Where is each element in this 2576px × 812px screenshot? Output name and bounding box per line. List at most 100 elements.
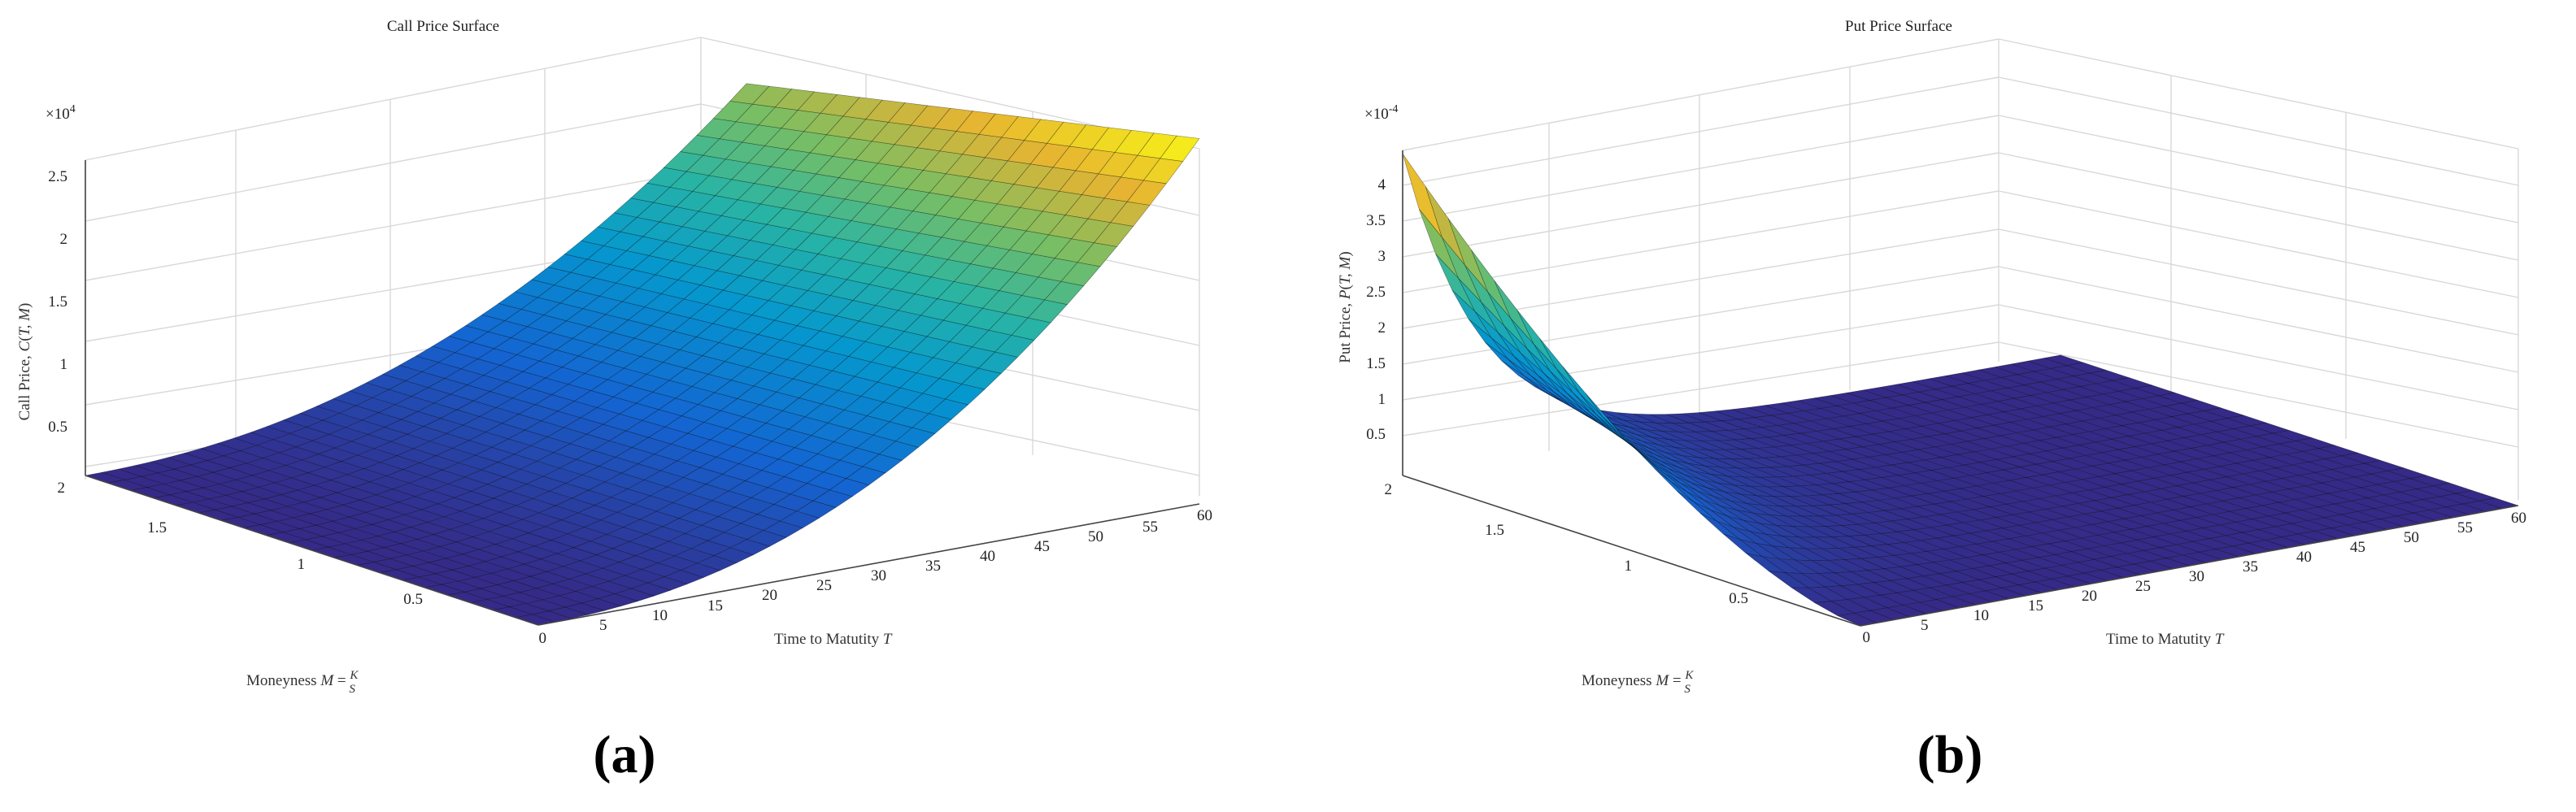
surface-patch	[2155, 416, 2195, 428]
x-tick-label: 15	[707, 597, 723, 614]
z-tick-label: 2	[60, 231, 68, 248]
x-tick-label: 35	[925, 558, 941, 575]
surface-patch	[468, 561, 509, 574]
surface-patch	[2180, 458, 2221, 470]
surface-patch	[953, 263, 994, 287]
z-axis-label: Call Price, C(T, M)	[16, 303, 33, 421]
surface-patch	[1539, 338, 1580, 393]
surface-patch	[972, 329, 1012, 353]
surface-patch	[886, 250, 926, 273]
surface-patch	[1608, 419, 1648, 462]
surface-patch	[630, 582, 672, 597]
surface-patch	[965, 307, 1006, 331]
surface-patch	[839, 447, 880, 467]
surface-patch	[825, 336, 866, 357]
y-tick-label: 1	[298, 556, 306, 573]
surface-patch	[2134, 443, 2174, 455]
surface-patch	[891, 271, 932, 295]
surface-patch	[898, 293, 938, 316]
surface-patch	[140, 472, 181, 484]
surface-patch	[2040, 379, 2080, 390]
surface-patch	[807, 274, 848, 296]
surface-patch	[1891, 462, 1931, 474]
surface-patch	[200, 443, 242, 457]
surface-patch	[2088, 486, 2128, 498]
surface-patch	[938, 363, 979, 384]
surface-patch	[1773, 445, 1813, 456]
z-tick-label: 1.5	[1366, 355, 1386, 372]
z-exponent-label: ×10-4	[1364, 103, 1398, 123]
surface-patch	[1747, 457, 1787, 468]
surface-patch	[2200, 431, 2240, 443]
surface-patch	[1947, 406, 1988, 419]
surface-patch	[1843, 413, 1883, 424]
surface-patch	[906, 170, 946, 193]
surface-patch	[1021, 276, 1062, 301]
x-tick-label: 55	[2457, 519, 2473, 536]
surface-patch	[758, 106, 798, 129]
surface-patch	[1802, 515, 1843, 527]
surface-patch	[620, 463, 662, 480]
x-tick-label: 25	[2135, 578, 2151, 595]
surface-patch	[678, 509, 720, 526]
surface-patch	[686, 422, 728, 441]
surface-patch	[603, 231, 644, 251]
surface-patch	[1054, 238, 1095, 263]
y-tick-label: 1.5	[147, 519, 167, 536]
surface-patch	[629, 374, 670, 393]
surface-patch	[1954, 475, 1994, 487]
surface-patch	[1664, 452, 1705, 467]
surface-patch	[944, 384, 986, 406]
surface-patch	[1064, 194, 1105, 219]
surface-patch	[2099, 415, 2139, 427]
surface-patch	[1869, 454, 1908, 466]
x-tick-label: 10	[652, 607, 668, 624]
surface-patch	[2102, 390, 2143, 402]
surface-patch	[1114, 129, 1155, 156]
surface-patch	[1710, 510, 1750, 532]
surface-patch	[798, 173, 840, 196]
z-tick-label: 3	[1378, 248, 1386, 265]
axes	[85, 160, 1200, 626]
surface-patch	[961, 367, 1002, 390]
surface-patch	[1052, 145, 1093, 172]
surface-patch	[1727, 475, 1767, 488]
z-axis-label: Put Price, P(T, M)	[1337, 251, 1354, 363]
surface-patch	[1635, 434, 1676, 448]
surface-patch	[962, 133, 1003, 158]
surface-patch	[2304, 482, 2345, 494]
surface-patch	[1009, 230, 1050, 254]
surface-patch	[1969, 530, 2009, 542]
surface-patch	[485, 423, 526, 440]
surface-patch	[616, 504, 658, 520]
surface-patch	[2066, 362, 2107, 374]
surface-patch	[2318, 445, 2358, 457]
y-tick-label: 1.5	[1485, 522, 1504, 539]
surface-patch	[1934, 444, 1974, 455]
surface-patch	[1126, 180, 1167, 206]
surface-patch	[189, 460, 231, 473]
surface-patch	[1120, 154, 1161, 181]
x-tick-label: 50	[1088, 528, 1103, 545]
surface-patch	[784, 269, 825, 291]
surface-patch	[765, 410, 806, 430]
surface-patch	[894, 124, 934, 149]
x-tick-label: 40	[2296, 549, 2312, 566]
surface-patch	[903, 315, 944, 337]
surface-patch	[1795, 559, 1836, 574]
surface-patch	[796, 310, 838, 332]
surface-patch	[2295, 437, 2335, 449]
surface-patch	[1768, 571, 1809, 588]
surface-patch	[1791, 587, 1832, 603]
surface-patch	[779, 510, 820, 528]
surface-patch	[1859, 410, 1899, 422]
surface-patch	[997, 184, 1038, 208]
surface-patch	[611, 319, 652, 339]
x-ticks: 5 10 15 20 25 30 35 40 45 50 55 60	[1921, 510, 2526, 634]
surface-patch	[1886, 394, 1925, 406]
surface-patch	[559, 458, 600, 475]
put-price-chart: Put Price Surface ×10-4	[1337, 18, 2526, 784]
y-tick-label: 2	[1385, 481, 1393, 498]
